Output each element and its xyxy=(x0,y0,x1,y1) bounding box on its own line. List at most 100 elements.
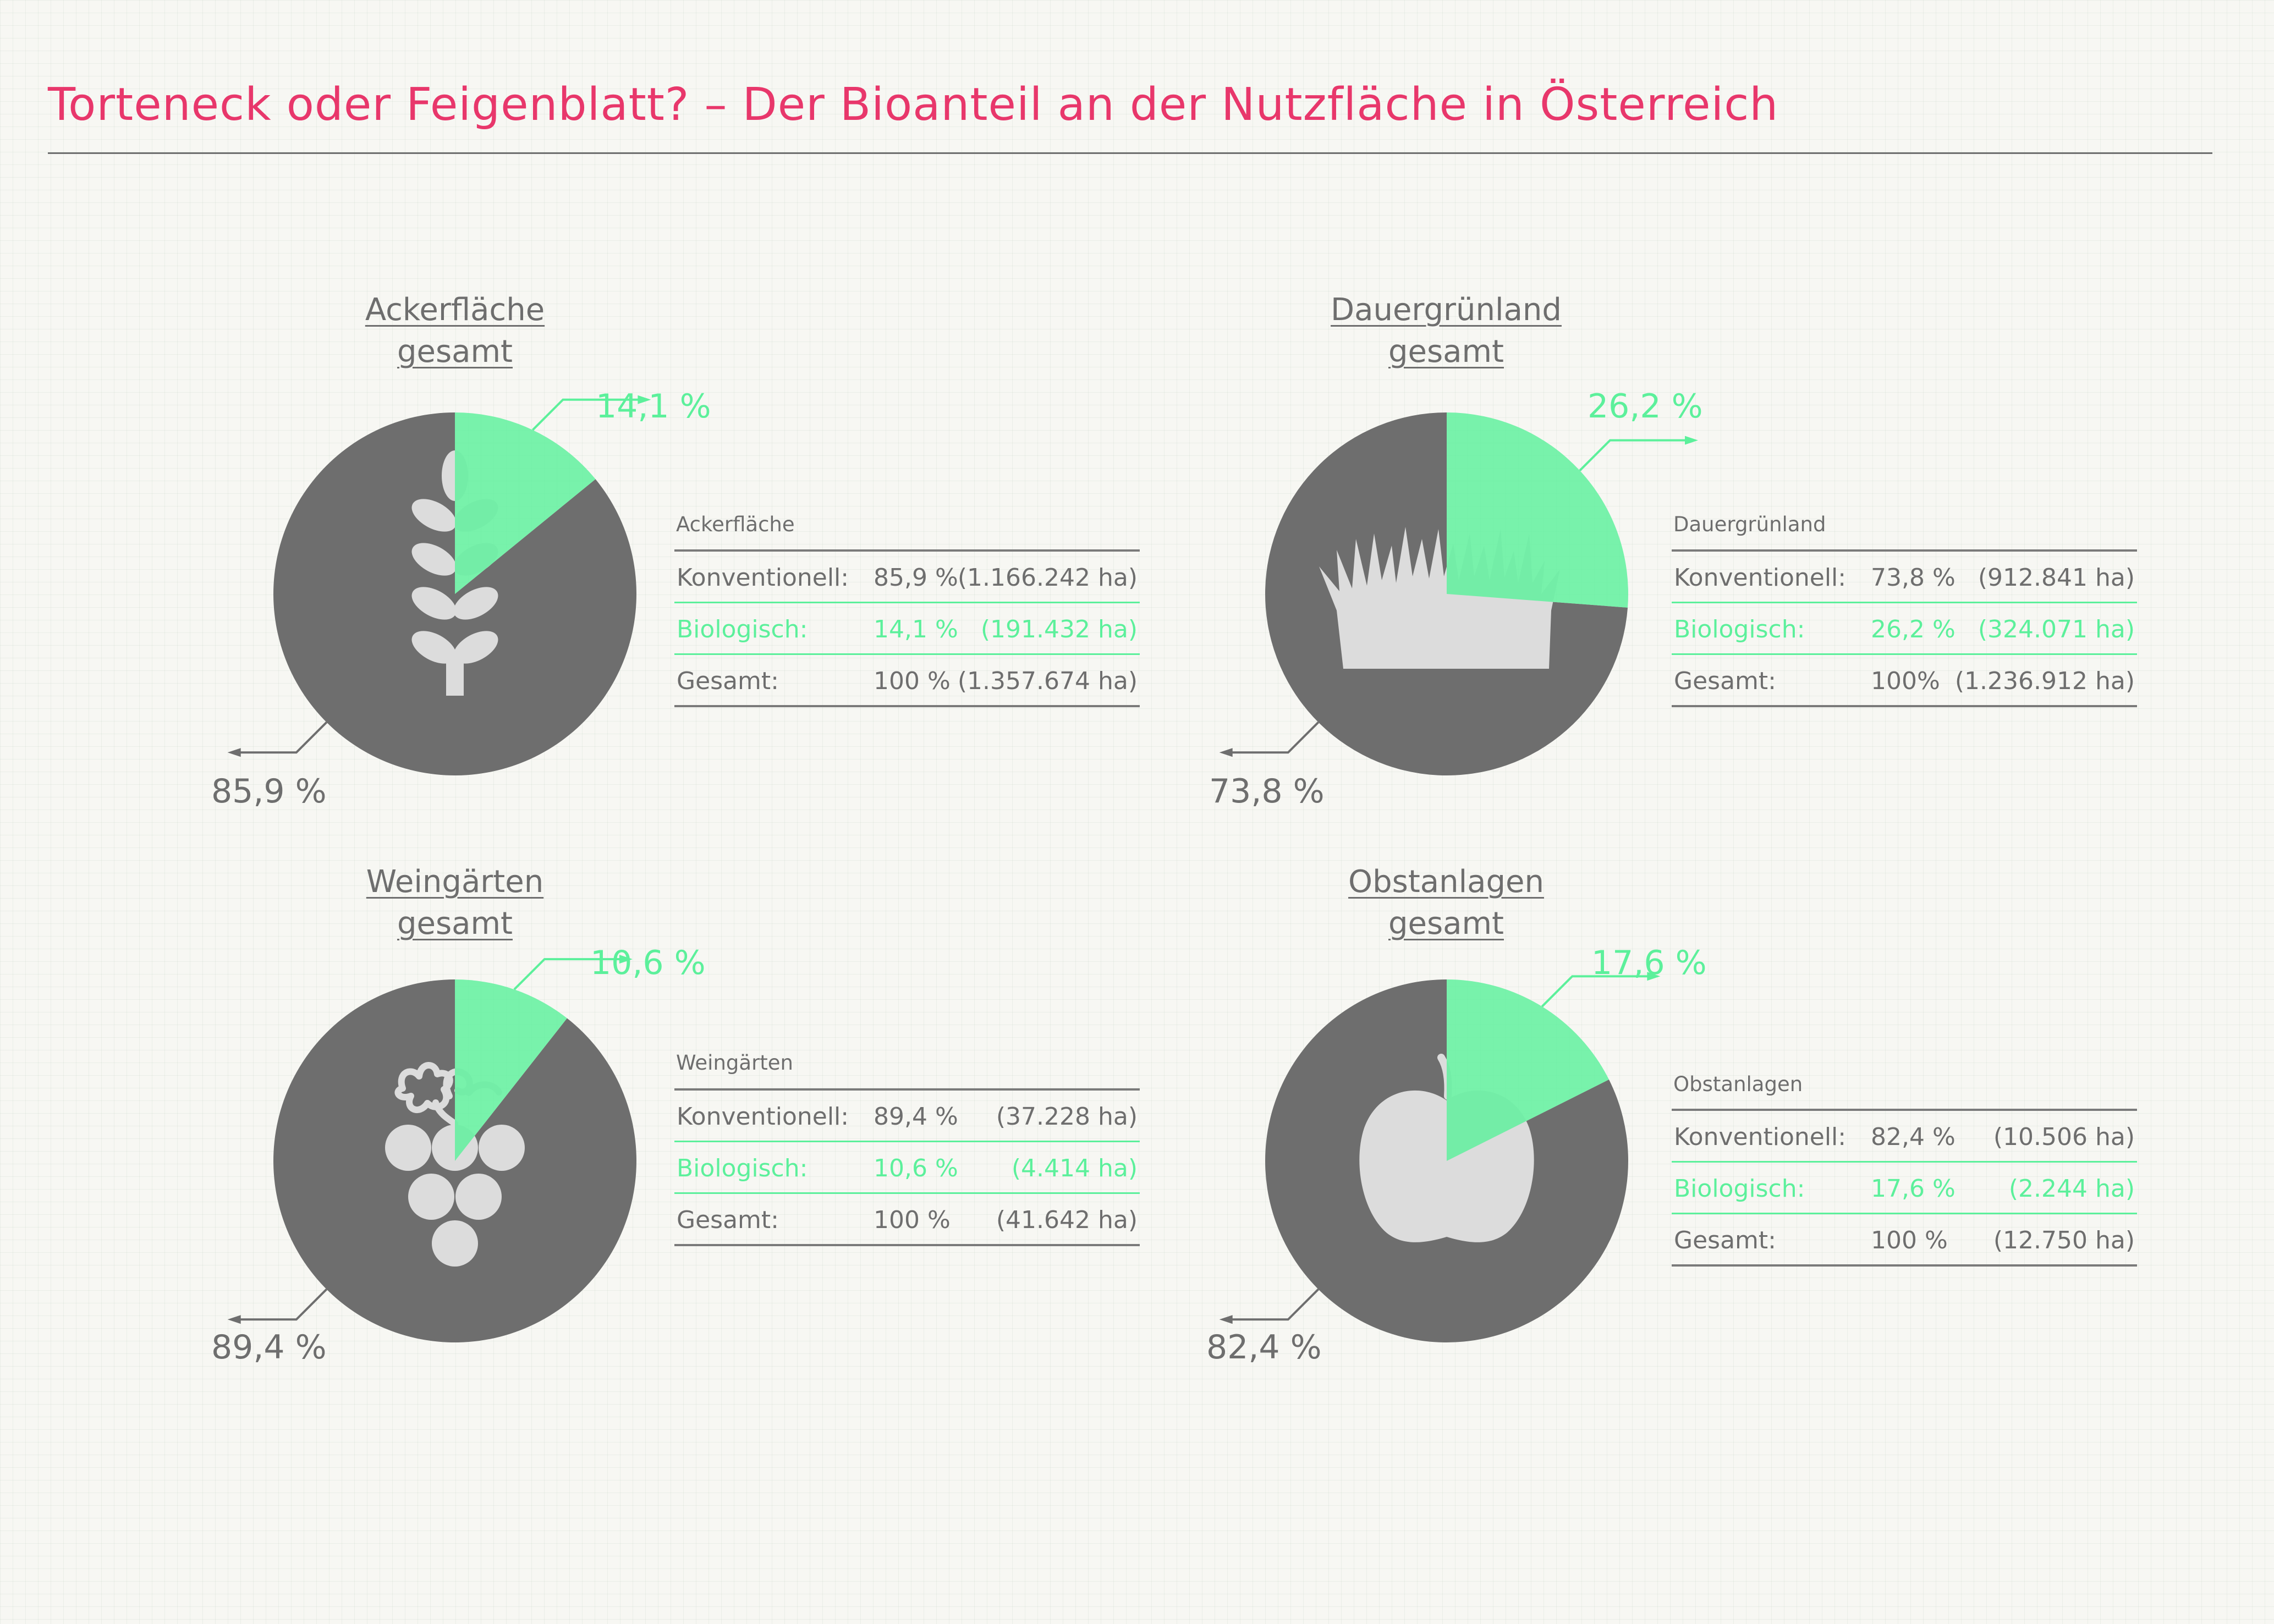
table-row-total: Gesamt: 100% (1.236.912 ha) xyxy=(1672,655,2137,705)
row-label: Biologisch: xyxy=(1674,615,1805,643)
chart-title-line-1: Ackerfläche xyxy=(365,292,545,328)
row-label: Gesamt: xyxy=(677,667,779,695)
conventional-share-label: 82,4 % xyxy=(1206,1328,1322,1367)
conventional-arrowhead xyxy=(227,1315,241,1324)
chart-title-line-2: gesamt xyxy=(1388,906,1504,942)
row-percent: 82,4 % xyxy=(1871,1123,1956,1151)
row-label: Biologisch: xyxy=(677,615,808,643)
organic-share-label: 17,6 % xyxy=(1591,944,1707,982)
chart-title: Weingärten gesamt xyxy=(262,861,647,945)
row-hectares: (2.244 ha) xyxy=(2008,1175,2135,1203)
row-percent: 26,2 % xyxy=(1871,615,1956,643)
organic-leader-line xyxy=(531,398,640,431)
data-table: Konventionell: 85,9 % (1.166.242 ha) Bio… xyxy=(674,549,1140,707)
row-label: Konventionell: xyxy=(1674,1123,1847,1151)
chart-title-line-1: Weingärten xyxy=(366,864,544,900)
pie-slice-biologisch xyxy=(1447,412,1628,608)
row-percent: 100 % xyxy=(1871,1226,1948,1254)
title-divider xyxy=(48,152,2212,154)
conventional-arrowhead xyxy=(227,748,241,757)
chart-title: Dauergrünland gesamt xyxy=(1254,289,1639,373)
table-caption: Dauergrünland xyxy=(1673,513,1826,536)
pie-slice-konventionell xyxy=(273,412,637,775)
pie-slice-biologisch xyxy=(455,412,596,594)
table-caption: Ackerfläche xyxy=(676,513,795,536)
row-hectares: (324.071 ha) xyxy=(1978,615,2135,643)
chart-title: Obstanlagen gesamt xyxy=(1254,861,1639,945)
row-label: Gesamt: xyxy=(1674,1226,1776,1254)
conventional-leader-line xyxy=(1230,721,1320,754)
conventional-share-label: 89,4 % xyxy=(211,1328,327,1367)
organic-arrowhead xyxy=(1685,436,1698,445)
chart-title-line-2: gesamt xyxy=(1388,334,1504,370)
organic-leader-line xyxy=(1541,975,1650,1008)
row-hectares: (1.236.912 ha) xyxy=(1954,667,2135,695)
row-label: Gesamt: xyxy=(1674,667,1776,695)
pie-chart xyxy=(1219,972,1661,1342)
table-row-conventional: Konventionell: 89,4 % (37.228 ha) xyxy=(674,1091,1140,1141)
organic-leader-line xyxy=(1579,439,1687,472)
pie-chart xyxy=(1219,412,1698,775)
organic-share-label: 26,2 % xyxy=(1588,387,1703,426)
row-hectares: (10.506 ha) xyxy=(1993,1123,2135,1151)
organic-share-label: 14,1 % xyxy=(596,387,711,426)
chart-title-line-2: gesamt xyxy=(397,906,513,942)
row-percent: 89,4 % xyxy=(874,1103,958,1131)
row-hectares: (12.750 ha) xyxy=(1993,1226,2135,1254)
row-percent: 17,6 % xyxy=(1871,1175,1956,1203)
row-hectares: (4.414 ha) xyxy=(1011,1154,1138,1182)
row-percent: 14,1 % xyxy=(874,615,958,643)
data-table: Konventionell: 82,4 % (10.506 ha) Biolog… xyxy=(1672,1109,2137,1267)
organic-leader-line xyxy=(513,958,622,990)
pie-slice-biologisch xyxy=(455,979,567,1161)
row-percent: 100% xyxy=(1871,667,1940,695)
table-row-organic: Biologisch: 14,1 % (191.432 ha) xyxy=(674,602,1140,655)
table-row-total: Gesamt: 100 % (1.357.674 ha) xyxy=(674,655,1140,705)
data-table: Konventionell: 89,4 % (37.228 ha) Biolog… xyxy=(674,1088,1140,1246)
row-label: Biologisch: xyxy=(1674,1175,1805,1203)
organic-arrowhead xyxy=(1647,972,1661,981)
conventional-arrowhead xyxy=(1219,748,1233,757)
row-hectares: (1.357.674 ha) xyxy=(957,667,1138,695)
row-percent: 100 % xyxy=(874,1206,951,1234)
conventional-leader-line xyxy=(238,1288,328,1321)
table-row-organic: Biologisch: 26,2 % (324.071 ha) xyxy=(1672,602,2137,655)
row-percent: 85,9 % xyxy=(874,564,958,592)
conventional-share-label: 85,9 % xyxy=(211,772,327,811)
table-row-organic: Biologisch: 10,6 % (4.414 ha) xyxy=(674,1141,1140,1194)
row-label: Konventionell: xyxy=(1674,564,1847,592)
pie-chart xyxy=(227,395,651,775)
table-row-organic: Biologisch: 17,6 % (2.244 ha) xyxy=(1672,1161,2137,1214)
organic-share-label: 10,6 % xyxy=(590,944,706,982)
table-row-total: Gesamt: 100 % (41.642 ha) xyxy=(674,1194,1140,1244)
table-row-total: Gesamt: 100 % (12.750 ha) xyxy=(1672,1214,2137,1264)
row-label: Gesamt: xyxy=(677,1206,779,1234)
pie-chart xyxy=(227,955,637,1342)
pie-slice-biologisch xyxy=(1447,979,1609,1161)
organic-arrowhead xyxy=(638,395,651,404)
page-title: Torteneck oder Feigenblatt? – Der Bioant… xyxy=(48,79,1779,131)
row-hectares: (37.228 ha) xyxy=(996,1103,1138,1131)
chart-title-line-1: Obstanlagen xyxy=(1348,864,1544,900)
row-hectares: (191.432 ha) xyxy=(980,615,1138,643)
table-row-conventional: Konventionell: 73,8 % (912.841 ha) xyxy=(1672,552,2137,602)
row-label: Biologisch: xyxy=(677,1154,808,1182)
table-caption: Obstanlagen xyxy=(1673,1072,1803,1096)
conventional-share-label: 73,8 % xyxy=(1209,772,1325,811)
row-hectares: (912.841 ha) xyxy=(1978,564,2135,592)
data-table: Konventionell: 73,8 % (912.841 ha) Biolo… xyxy=(1672,549,2137,707)
row-hectares: (1.166.242 ha) xyxy=(957,564,1138,592)
row-label: Konventionell: xyxy=(677,1103,849,1131)
table-row-conventional: Konventionell: 82,4 % (10.506 ha) xyxy=(1672,1111,2137,1161)
chart-title-line-1: Dauergrünland xyxy=(1331,292,1562,328)
row-percent: 10,6 % xyxy=(874,1154,958,1182)
chart-title-line-2: gesamt xyxy=(397,334,513,370)
row-label: Konventionell: xyxy=(677,564,849,592)
chart-title: Ackerfläche gesamt xyxy=(262,289,647,373)
organic-arrowhead xyxy=(619,955,633,964)
row-percent: 100 % xyxy=(874,667,951,695)
